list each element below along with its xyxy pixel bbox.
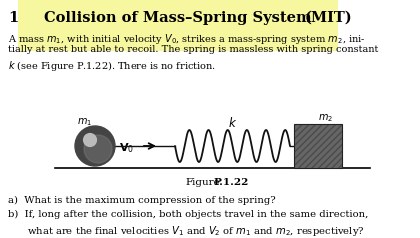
Text: $k$: $k$ (228, 116, 237, 130)
Text: 1.22: 1.22 (8, 11, 44, 25)
Text: $m_2$: $m_2$ (318, 112, 333, 124)
Text: tially at rest but able to recoil. The spring is massless with spring constant: tially at rest but able to recoil. The s… (8, 45, 378, 55)
Circle shape (84, 134, 97, 146)
Text: what are the final velocities $V_1$ and $V_2$ of $m_1$ and $m_2$, respectively?: what are the final velocities $V_1$ and … (8, 224, 365, 238)
Text: a)  What is the maximum compression of the spring?: a) What is the maximum compression of th… (8, 196, 276, 205)
Text: A mass $m_1$, with initial velocity $V_0$, strikes a mass-spring system $m_2$, i: A mass $m_1$, with initial velocity $V_0… (8, 32, 365, 46)
Text: b)  If, long after the collision, both objects travel in the same direction,: b) If, long after the collision, both ob… (8, 210, 368, 219)
Text: Figure: Figure (185, 178, 220, 187)
Bar (294, 124, 342, 168)
Text: P.1.22: P.1.22 (213, 178, 248, 187)
Circle shape (75, 126, 115, 166)
Text: (MIT): (MIT) (305, 11, 353, 25)
Text: Collision of Mass–Spring System: Collision of Mass–Spring System (44, 11, 312, 25)
Bar (294, 124, 342, 168)
Text: $\mathbf{V}_0$: $\mathbf{V}_0$ (119, 141, 134, 155)
Text: $m_1$: $m_1$ (77, 116, 92, 128)
Text: $k$ (see Figure P.1.22). There is no friction.: $k$ (see Figure P.1.22). There is no fri… (8, 59, 216, 73)
Circle shape (84, 135, 112, 163)
